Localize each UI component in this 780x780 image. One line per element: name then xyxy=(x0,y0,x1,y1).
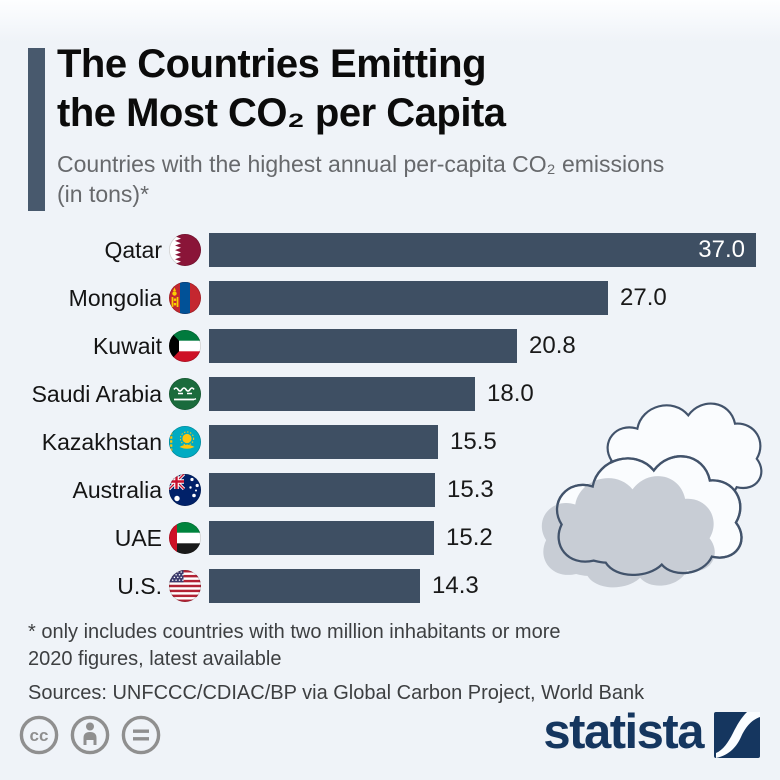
bar-row: Saudi Arabia 18.0 xyxy=(0,370,780,418)
bar xyxy=(209,329,517,363)
attribution-icon[interactable] xyxy=(69,714,111,756)
country-label: UAE xyxy=(114,524,162,551)
cc-icon[interactable]: cc xyxy=(18,714,60,756)
bar-row: Australia 15.3 xyxy=(0,466,780,514)
statista-wordmark: statista xyxy=(543,705,704,759)
license-bar: cc xyxy=(18,714,162,756)
clouds-illustration xyxy=(533,388,773,618)
country-label: Qatar xyxy=(104,236,162,263)
statista-logo[interactable]: statista xyxy=(543,708,760,761)
bar xyxy=(209,473,435,507)
qatar-flag-icon xyxy=(169,234,201,266)
australia-flag-icon xyxy=(169,474,201,506)
bar xyxy=(209,281,608,315)
value-label: 27.0 xyxy=(620,284,667,311)
footnotes: * only includes countries with two milli… xyxy=(28,619,644,707)
footnote-line-1: * only includes countries with two milli… xyxy=(28,621,561,643)
bar-track: 15.2 xyxy=(209,521,780,555)
svg-text:cc: cc xyxy=(30,726,49,745)
bar-track: 15.3 xyxy=(209,473,780,507)
country-label: Kazakhstan xyxy=(41,428,162,455)
value-label: 14.3 xyxy=(432,572,479,599)
no-derivatives-icon[interactable] xyxy=(120,714,162,756)
uae-flag-icon xyxy=(169,522,201,554)
page-subtitle: Countries with the highest annual per-ca… xyxy=(57,149,757,210)
header: The Countries Emitting the Most CO₂ per … xyxy=(57,40,757,209)
country-label: U.S. xyxy=(117,572,162,599)
bar-row: Qatar 37.0 xyxy=(0,226,780,274)
bar-track: 15.5 xyxy=(209,425,780,459)
title-line-2: the Most CO₂ per Capita xyxy=(57,90,506,135)
kuwait-flag-icon xyxy=(169,330,201,362)
bar-track: 18.0 xyxy=(209,377,780,411)
value-label: 18.0 xyxy=(487,380,534,407)
country-label: Australia xyxy=(72,476,162,503)
value-label: 15.5 xyxy=(450,428,497,455)
sources-line: Sources: UNFCCC/CDIAC/BP via Global Carb… xyxy=(28,682,645,704)
bar: 37.0 xyxy=(209,233,756,267)
bar-row: Mongolia 27.0 xyxy=(0,274,780,322)
title-accent-bar xyxy=(28,48,45,211)
subtitle-line-1: Countries with the highest annual per-ca… xyxy=(57,150,665,177)
title-line-1: The Countries Emitting xyxy=(57,42,487,86)
bar xyxy=(209,425,438,459)
value-label: 15.3 xyxy=(447,476,494,503)
saudi-arabia-flag-icon xyxy=(169,378,201,410)
bar-row: U.S. 14.3 xyxy=(0,562,780,610)
bar-track: 37.0 xyxy=(209,233,780,267)
country-label: Saudi Arabia xyxy=(31,380,162,407)
statista-logo-icon xyxy=(714,711,760,758)
country-label: Mongolia xyxy=(68,284,162,311)
value-label: 37.0 xyxy=(698,236,745,263)
bar-chart: Qatar 37.0 Mongolia 27.0 Kuwait 20.8 Saudi … xyxy=(0,226,780,610)
kazakhstan-flag-icon xyxy=(169,426,201,458)
bar xyxy=(209,377,475,411)
country-label: Kuwait xyxy=(92,332,162,359)
bar-row: Kazakhstan 15.5 xyxy=(0,418,780,466)
page-title: The Countries Emitting the Most CO₂ per … xyxy=(57,40,757,138)
bar-track: 20.8 xyxy=(209,329,780,363)
footnote-line-2: 2020 figures, latest available xyxy=(28,648,282,670)
bar xyxy=(209,569,420,603)
bar-row: Kuwait 20.8 xyxy=(0,322,780,370)
value-label: 20.8 xyxy=(529,332,576,359)
bar-track: 14.3 xyxy=(209,569,780,603)
bar xyxy=(209,521,434,555)
bar-track: 27.0 xyxy=(209,281,780,315)
subtitle-line-2: (in tons)* xyxy=(57,180,150,207)
us-flag-icon xyxy=(169,570,201,602)
value-label: 15.2 xyxy=(446,524,493,551)
bar-row: UAE 15.2 xyxy=(0,514,780,562)
mongolia-flag-icon xyxy=(169,282,201,314)
